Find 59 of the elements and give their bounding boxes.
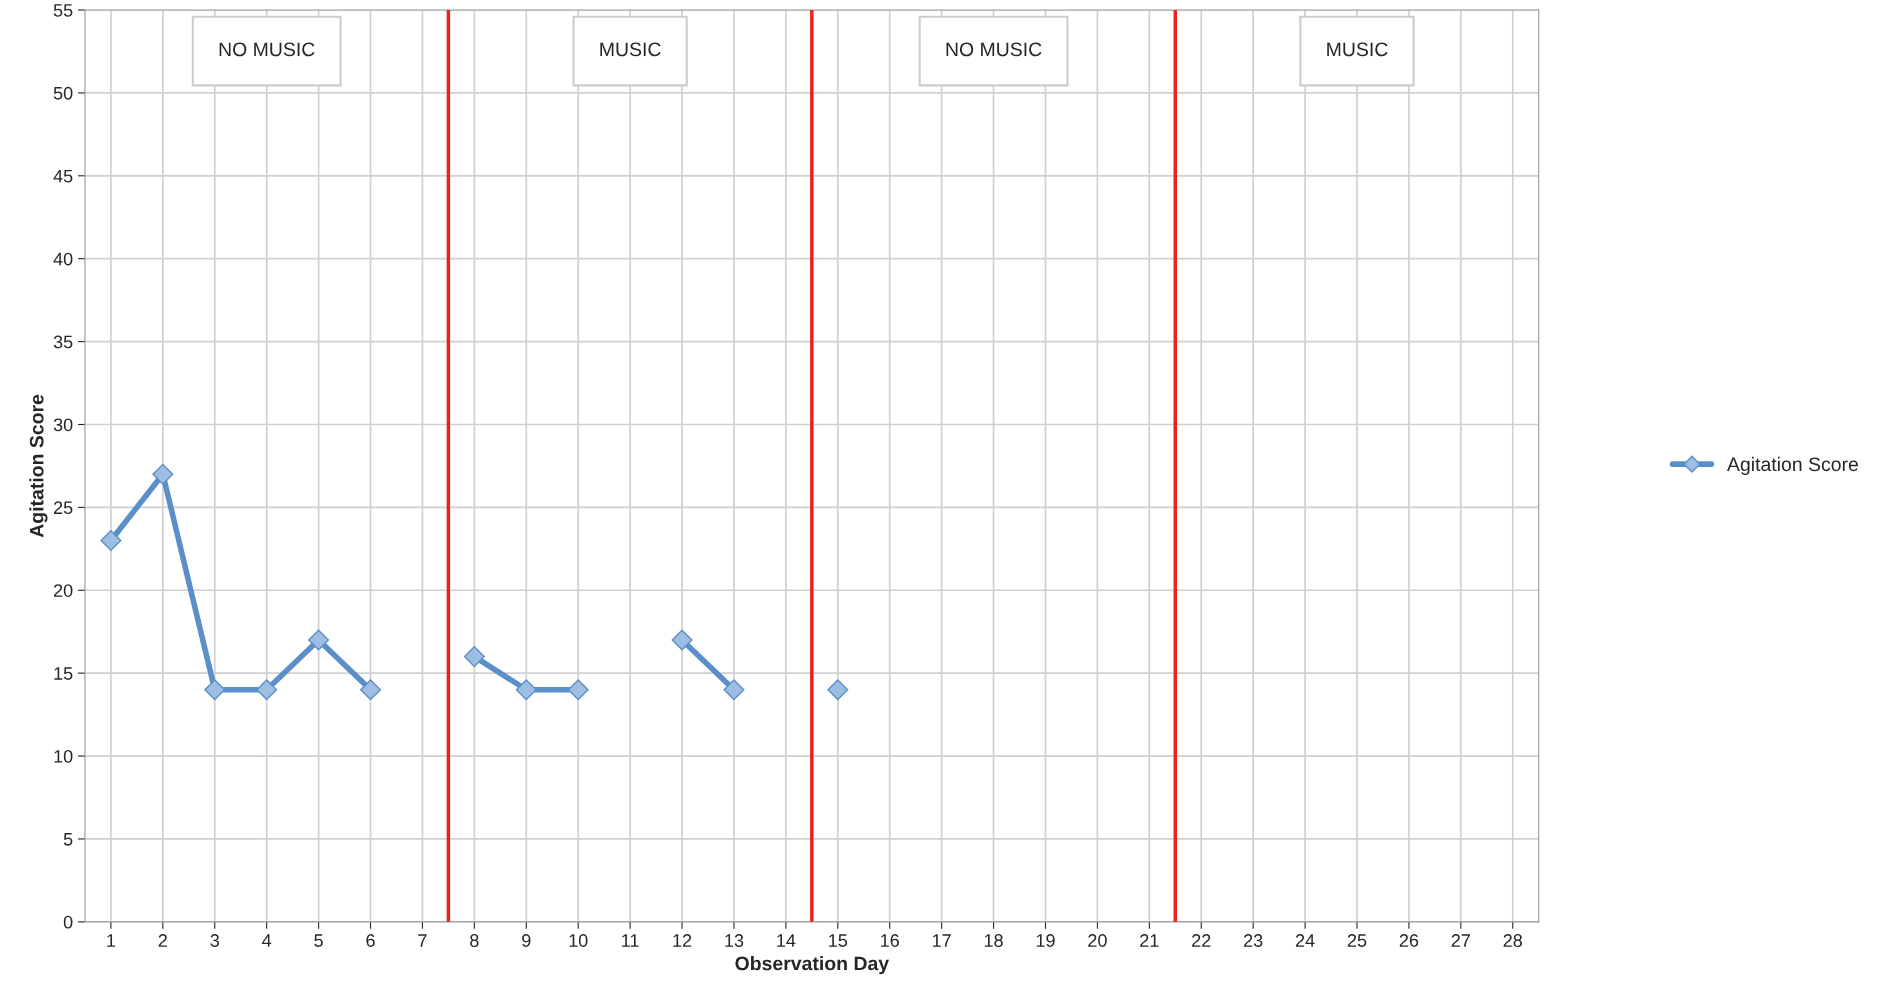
point <box>515 679 537 701</box>
x-tick-label: 20 <box>1088 934 1107 947</box>
x-tick-label: 27 <box>1451 934 1470 947</box>
x-tick-label: 13 <box>725 934 744 947</box>
x-tick-label: 17 <box>932 934 951 947</box>
y-tick-label: 25 <box>53 501 73 515</box>
annotation: MUSIC <box>1327 42 1388 57</box>
point <box>360 679 382 701</box>
y-tick-label: 50 <box>53 86 73 100</box>
x-tick-label: 22 <box>1192 934 1211 947</box>
point <box>723 679 745 701</box>
x-tick-label: 4 <box>262 934 272 947</box>
y-tick-label: 55 <box>53 4 73 17</box>
point <box>204 679 226 701</box>
y-tick-label: 45 <box>53 169 73 183</box>
x-tick-label: 24 <box>1295 934 1315 947</box>
x-tick-label: 15 <box>829 934 848 947</box>
point <box>463 646 485 668</box>
x-tick-label: 25 <box>1347 934 1367 947</box>
y-axis-title: Agitation Score <box>29 394 48 538</box>
x-tick-label: 26 <box>1399 934 1419 947</box>
x-tick-label: 3 <box>210 934 219 947</box>
y-tick-label: 0 <box>63 915 73 929</box>
annotation: NO MUSIC <box>946 42 1042 57</box>
x-tick-label: 7 <box>418 934 427 947</box>
x-axis-title: Observation Day <box>735 956 890 975</box>
y-tick-label: 30 <box>53 418 73 432</box>
point <box>152 463 174 485</box>
x-tick-label: 21 <box>1140 934 1159 947</box>
point <box>567 679 589 701</box>
x-tick-label: 28 <box>1503 934 1523 947</box>
x-tick-label: 6 <box>366 934 375 947</box>
legend-label: Agitation Score <box>1727 456 1858 475</box>
y-tick-label: 35 <box>53 335 73 349</box>
y-tick-label: 40 <box>53 252 73 266</box>
x-tick-label: 12 <box>673 934 692 947</box>
y-tick-label: 20 <box>53 584 73 597</box>
x-tick-label: 2 <box>158 934 167 947</box>
y-tick-label: 5 <box>63 833 73 846</box>
x-tick-label: 10 <box>569 934 588 947</box>
annotation: NO MUSIC <box>219 42 315 57</box>
x-tick-label: 5 <box>314 934 323 947</box>
x-tick-label: 8 <box>470 934 479 947</box>
x-tick-label: 19 <box>1036 934 1055 947</box>
x-tick-label: 1 <box>107 934 116 947</box>
x-tick-label: 9 <box>522 934 531 947</box>
x-tick-label: 14 <box>777 934 796 947</box>
y-tick-label: 15 <box>54 667 73 680</box>
x-tick-label: 23 <box>1244 934 1263 947</box>
point <box>100 530 122 552</box>
annotation: MUSIC <box>600 42 661 57</box>
point <box>256 679 278 701</box>
point <box>827 679 849 701</box>
x-tick-label: 11 <box>622 934 639 947</box>
y-tick-label: 10 <box>54 749 73 763</box>
x-tick-label: 16 <box>881 934 899 947</box>
point <box>308 629 330 651</box>
x-tick-label: 18 <box>984 934 1003 947</box>
point <box>671 629 693 651</box>
